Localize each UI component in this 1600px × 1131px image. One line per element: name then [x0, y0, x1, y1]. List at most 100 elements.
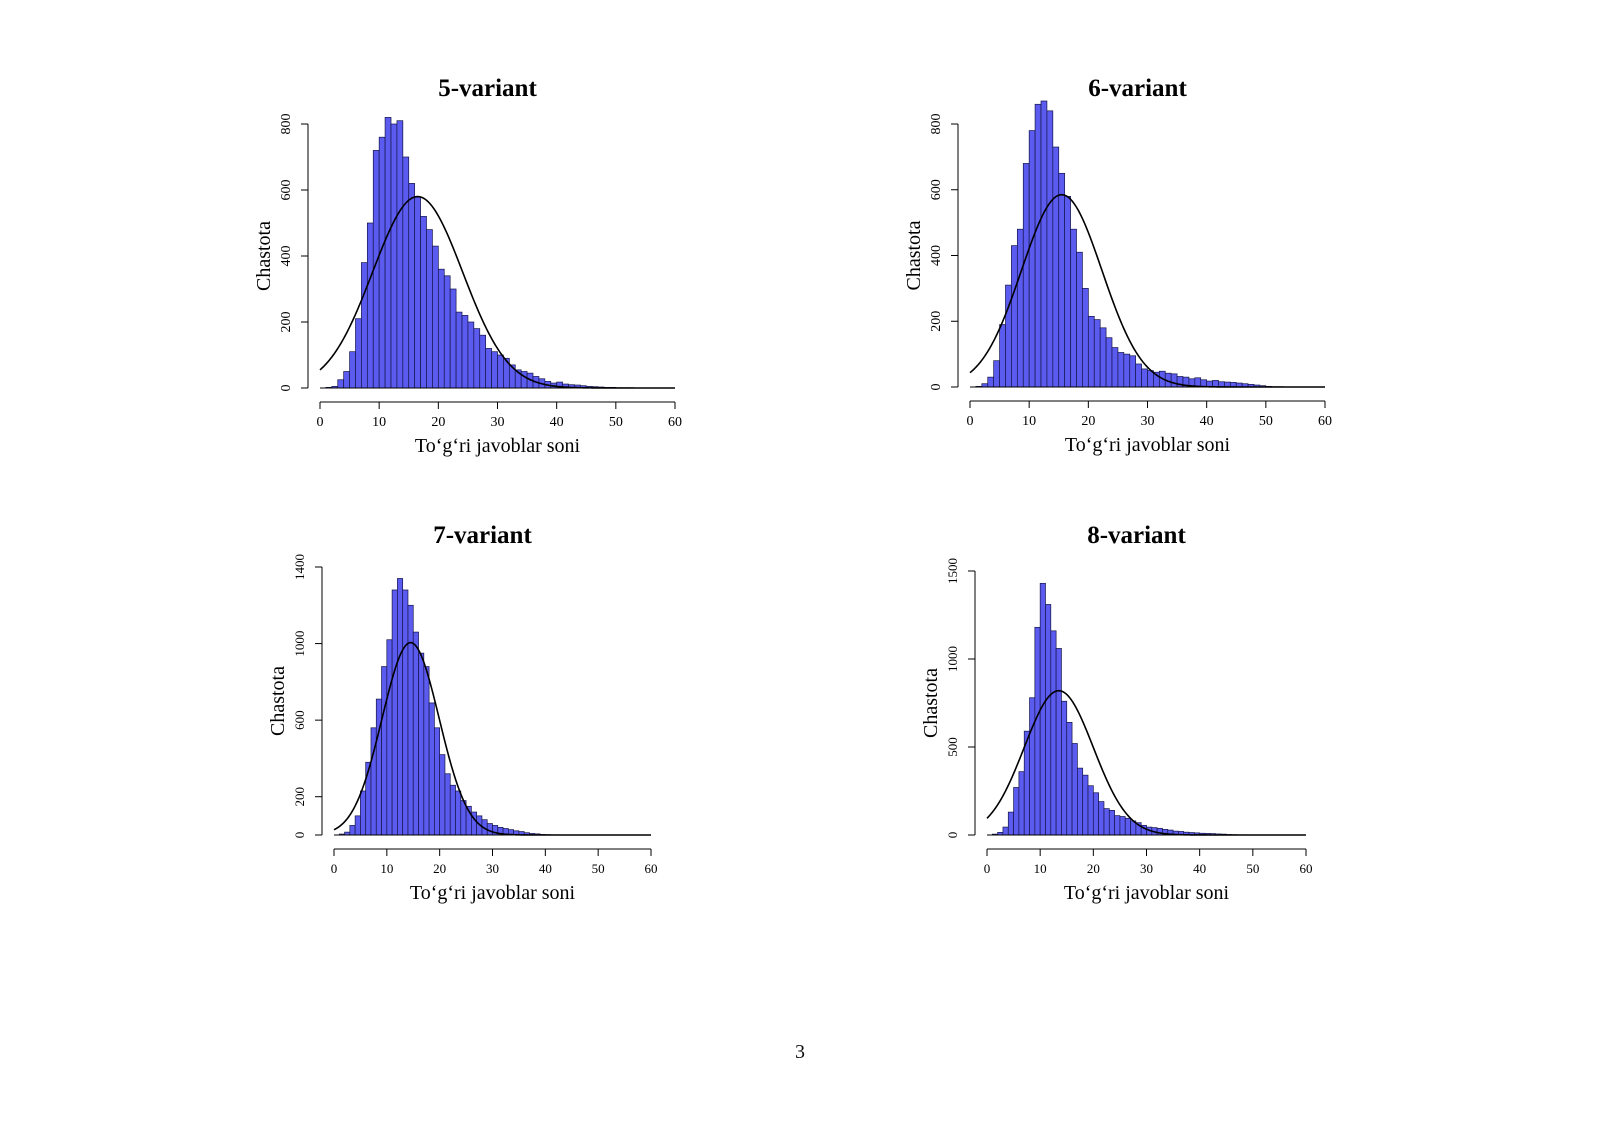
histogram-bar: [999, 324, 1006, 388]
histogram-bar: [455, 311, 463, 389]
histogram-bar: [428, 702, 435, 836]
histogram-bar: [355, 318, 362, 389]
y-tick-label: 600: [929, 179, 944, 200]
x-tick-label: 10: [380, 861, 393, 876]
histogram-bar: [1093, 319, 1101, 388]
histogram-bar: [1092, 792, 1099, 836]
histogram-bar: [449, 288, 457, 389]
y-tick-label: 600: [292, 710, 307, 730]
histogram-bar: [1018, 771, 1025, 836]
histogram-panel-6-variant: 6-variant 0 10 20 30 40 50 60 To‘g‘ri javoblar s…: [890, 68, 1332, 468]
x-tick-label: 10: [372, 415, 386, 430]
histogram-bar: [386, 639, 393, 836]
histogram-bar: [1028, 130, 1036, 388]
histogram-bar: [993, 360, 1000, 388]
histogram-chart: 6-variant 0 10 20 30 40 50 60 To‘g‘ri javoblar s…: [903, 75, 1332, 456]
y-tick-label: 1500: [945, 558, 960, 584]
histogram-bar: [1105, 337, 1113, 388]
histogram-bar: [1087, 785, 1094, 836]
histogram-bar: [461, 315, 469, 389]
x-tick-label: 0: [967, 414, 974, 429]
histogram-bar: [1111, 347, 1119, 388]
histogram-bar: [1002, 826, 1009, 836]
histogram-bar: [1082, 288, 1089, 388]
x-tick-label: 40: [1193, 861, 1206, 876]
x-axis-label: To‘g‘ri javoblar soni: [1064, 882, 1230, 904]
y-axis-label: Chastota: [253, 221, 275, 291]
histogram-bar: [473, 328, 481, 389]
histogram-bar: [449, 784, 456, 836]
histogram-bar: [479, 334, 487, 389]
y-tick-label: 400: [279, 246, 294, 267]
histogram-bar: [1141, 368, 1148, 388]
bars: [338, 578, 562, 836]
histogram-bar: [1070, 228, 1077, 388]
bars: [975, 100, 1284, 388]
histogram-bar: [1123, 353, 1131, 388]
histogram-bar: [485, 348, 492, 389]
histogram-bar: [1129, 355, 1137, 388]
x-tick-label: 0: [317, 415, 324, 430]
histogram-bar: [414, 196, 421, 389]
histogram-bar: [412, 631, 419, 836]
x-tick-label: 30: [1141, 414, 1155, 429]
x-tick-label: 0: [984, 861, 991, 876]
y-tick-label: 500: [945, 737, 960, 757]
histogram-chart: 7-variant 0 10 20 30 40 50 60 To‘g‘ri javoblar s…: [267, 522, 658, 904]
y-tick-label: 800: [929, 114, 944, 135]
histogram-bar: [491, 351, 498, 389]
histogram-bar: [354, 815, 361, 836]
y-tick-label: 0: [279, 385, 294, 392]
y-tick-label: 0: [945, 832, 960, 839]
y-tick-label: 800: [279, 114, 294, 135]
bars: [325, 117, 634, 389]
histogram-bar: [1061, 700, 1068, 836]
histogram-chart: 8-variant 0 10 20 30 40 50 60 To‘g‘ri javoblar s…: [920, 522, 1313, 904]
x-axis-label: To‘g‘ri javoblar soni: [1065, 434, 1231, 456]
y-axis-label: Chastota: [920, 668, 942, 738]
histogram-bar: [1147, 370, 1154, 388]
histogram-bar: [1135, 363, 1142, 388]
histogram-bar: [432, 245, 439, 389]
x-tick-label: 50: [1259, 414, 1273, 429]
histogram-bar: [467, 321, 475, 389]
x-tick-label: 0: [331, 861, 338, 876]
x-tick-label: 20: [1087, 861, 1100, 876]
x-tick-label: 20: [1081, 414, 1095, 429]
histogram-bar: [360, 790, 367, 836]
chart-title: 5-variant: [438, 75, 537, 102]
histogram-bar: [987, 376, 995, 388]
histogram-bar: [1119, 816, 1126, 836]
histogram-bar: [1098, 801, 1105, 836]
normal-curve: [969, 193, 1325, 388]
histogram-bar: [434, 727, 441, 836]
histogram-bar: [1022, 163, 1030, 388]
histogram-chart: 5-variant 0 10 20 30 40 50 60 To‘g‘ri javoblar s…: [253, 75, 682, 457]
histogram-bar: [1077, 767, 1084, 836]
histogram-bar: [375, 698, 382, 836]
histogram-bar: [349, 351, 356, 389]
normal-curve: [986, 689, 1306, 836]
histogram-bar: [1007, 811, 1014, 836]
histogram-bar: [1034, 626, 1041, 836]
histogram-bar: [408, 183, 416, 389]
y-tick-label: 1000: [945, 646, 960, 672]
x-tick-label: 10: [1022, 414, 1036, 429]
histogram-bar: [437, 268, 445, 389]
y-axis-label: Chastota: [267, 666, 289, 736]
x-tick-label: 60: [1318, 414, 1332, 429]
y-tick-label: 0: [292, 832, 307, 839]
histogram-bar: [439, 754, 446, 836]
histogram-bar: [1013, 787, 1020, 836]
chart-title: 7-variant: [433, 522, 532, 549]
histogram-bar: [1103, 808, 1110, 836]
x-tick-label: 20: [433, 861, 446, 876]
histogram-bar: [1114, 815, 1121, 836]
histogram-bar: [1064, 195, 1071, 388]
histogram-bar: [1050, 630, 1057, 836]
y-tick-label: 200: [292, 787, 307, 807]
histogram-bar: [384, 117, 392, 389]
histogram-bar: [1076, 251, 1083, 388]
histogram-bar: [1058, 172, 1066, 388]
